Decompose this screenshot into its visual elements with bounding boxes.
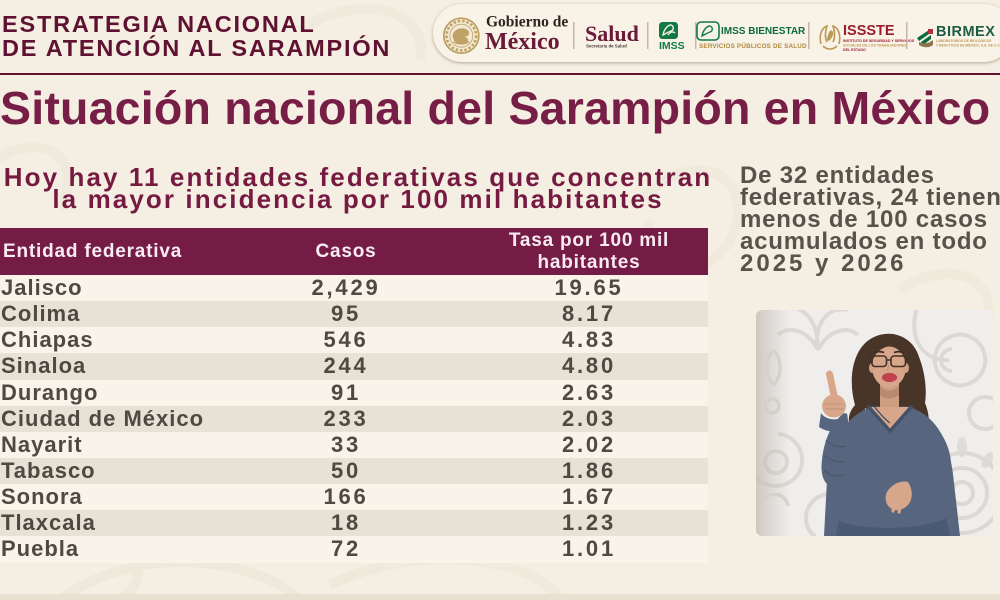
svg-text:SERVICIOS PÚBLICOS DE SALUD: SERVICIOS PÚBLICOS DE SALUD [699, 41, 807, 50]
svg-text:IMSS: IMSS [659, 40, 685, 52]
svg-text:ISSSTE: ISSSTE [843, 23, 895, 39]
svg-text:SOCIALES DE LOS TRABAJADORES: SOCIALES DE LOS TRABAJADORES [843, 44, 907, 48]
svg-text:Y REACTIVOS DE MÉXICO, S.A. DE: Y REACTIVOS DE MÉXICO, S.A. DE C.V. [936, 43, 1000, 48]
svg-text:México: México [485, 29, 560, 55]
svg-text:DEL ESTADO: DEL ESTADO [843, 48, 866, 52]
svg-text:IMSS BIENESTAR: IMSS BIENESTAR [721, 26, 806, 37]
svg-text:Secretaría de Salud: Secretaría de Salud [586, 44, 627, 49]
svg-text:INSTITUTO DE SEGURIDAD Y SERVI: INSTITUTO DE SEGURIDAD Y SERVICIOS [843, 39, 915, 43]
svg-text:LABORATORIOS DE BIOLÓGICOS: LABORATORIOS DE BIOLÓGICOS [936, 38, 992, 43]
svg-text:Salud: Salud [585, 21, 639, 46]
svg-text:BIRMEX: BIRMEX [936, 24, 995, 40]
svg-text:Gobierno de: Gobierno de [486, 14, 568, 31]
